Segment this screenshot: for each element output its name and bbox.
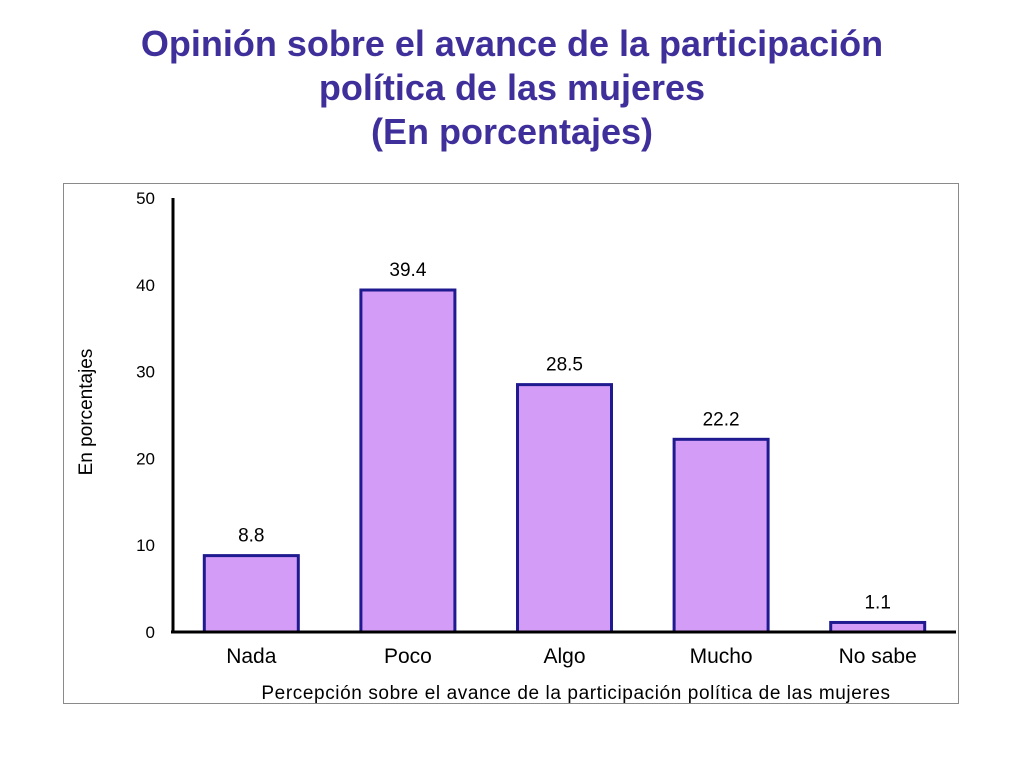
y-tick-label: 30 [136, 363, 155, 382]
chart-title: Opinión sobre el avance de la participac… [0, 22, 1024, 154]
x-tick-label: Mucho [690, 645, 753, 668]
y-tick-label: 10 [136, 536, 155, 555]
chart-title-line-1: Opinión sobre el avance de la participac… [140, 23, 884, 64]
x-tick-label: Poco [384, 645, 432, 668]
y-tick-label: 0 [146, 623, 155, 642]
data-label: 1.1 [864, 592, 890, 613]
y-axis-title: En porcentajes [76, 349, 97, 476]
chart-frame [63, 183, 959, 704]
bars-group: 8.8 39.4 28.5 22.2 1.1 [202, 260, 927, 634]
chart-title-line-3: (En porcentajes) [370, 111, 654, 152]
bar-mucho [672, 437, 770, 634]
y-tick-label: 40 [136, 276, 155, 295]
x-tick-label: No sabe [839, 645, 917, 668]
x-axis-title: Percepción sobre el avance de la partici… [261, 683, 890, 704]
data-label: 39.4 [389, 260, 426, 281]
x-tick-label: Nada [226, 645, 277, 668]
axes-group: Nada Poco Algo Mucho No sabe 0 10 20 30 40 50 [136, 189, 956, 668]
y-tick-label: 50 [136, 189, 155, 208]
chart-title-line-2: política de las mujeres [318, 67, 706, 108]
x-tick-label: Algo [543, 645, 585, 668]
data-label: 28.5 [546, 355, 583, 376]
data-label: 22.2 [703, 409, 740, 430]
bar-poco [359, 288, 457, 634]
y-tick-label: 20 [136, 449, 155, 468]
bar-algo [516, 383, 613, 634]
bar-nada [202, 554, 300, 634]
data-label: 8.8 [238, 526, 264, 547]
